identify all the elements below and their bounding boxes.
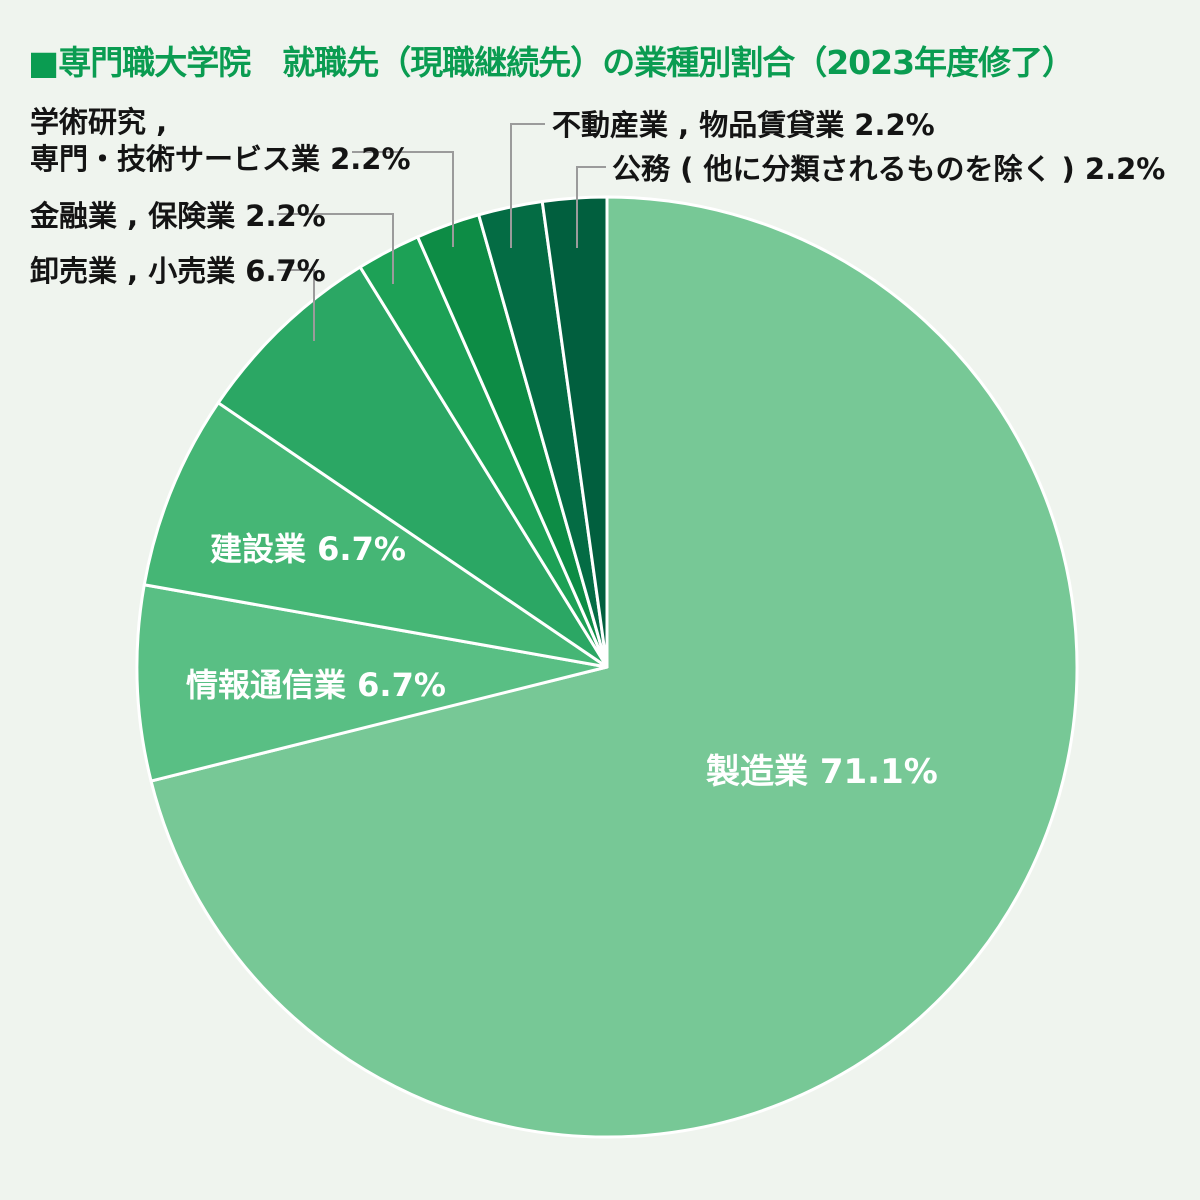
- pie-slice-3: [216, 265, 609, 669]
- slice-label-construction: 建設業 6.7%: [210, 530, 406, 568]
- slice-label-information-communication: 情報通信業 6.7%: [186, 666, 446, 704]
- callout-academic-research: 学術研究 , 専門・技術サービス業 2.2%: [30, 104, 411, 178]
- pie-slice-7: [540, 195, 609, 669]
- pie-slice-0: [149, 195, 1079, 1139]
- callout-academic-line2: 専門・技術サービス業 2.2%: [30, 142, 411, 176]
- callout-academic-line1: 学術研究 ,: [30, 105, 168, 139]
- title-bullet-icon: ■: [28, 43, 59, 82]
- pie-slice-2: [142, 401, 609, 669]
- pie-slice-1: [135, 583, 609, 783]
- leader-line-realestate: [510, 123, 545, 248]
- pie-slices: [135, 195, 1079, 1139]
- slice-label-manufacturing: 製造業 71.1%: [706, 752, 938, 792]
- leader-line-wholesale: [277, 269, 315, 341]
- leader-lines: [277, 123, 606, 341]
- callout-public-service: 公務 ( 他に分類されるものを除く ) 2.2%: [612, 152, 1166, 186]
- leader-line-public: [576, 166, 606, 248]
- chart-title-text: 専門職大学院 就職先（現職継続先）の業種別割合（2023年度修了）: [58, 43, 1075, 82]
- callout-realestate-leasing: 不動産業 , 物品賃貸業 2.2%: [552, 108, 935, 142]
- callout-wholesale-retail: 卸売業 , 小売業 6.7%: [30, 254, 326, 288]
- leader-line-academic: [352, 151, 454, 247]
- chart-title: ■専門職大学院 就職先（現職継続先）の業種別割合（2023年度修了）: [28, 36, 1075, 84]
- leader-line-finance: [277, 213, 394, 284]
- callout-finance-insurance: 金融業 , 保険業 2.2%: [30, 199, 326, 233]
